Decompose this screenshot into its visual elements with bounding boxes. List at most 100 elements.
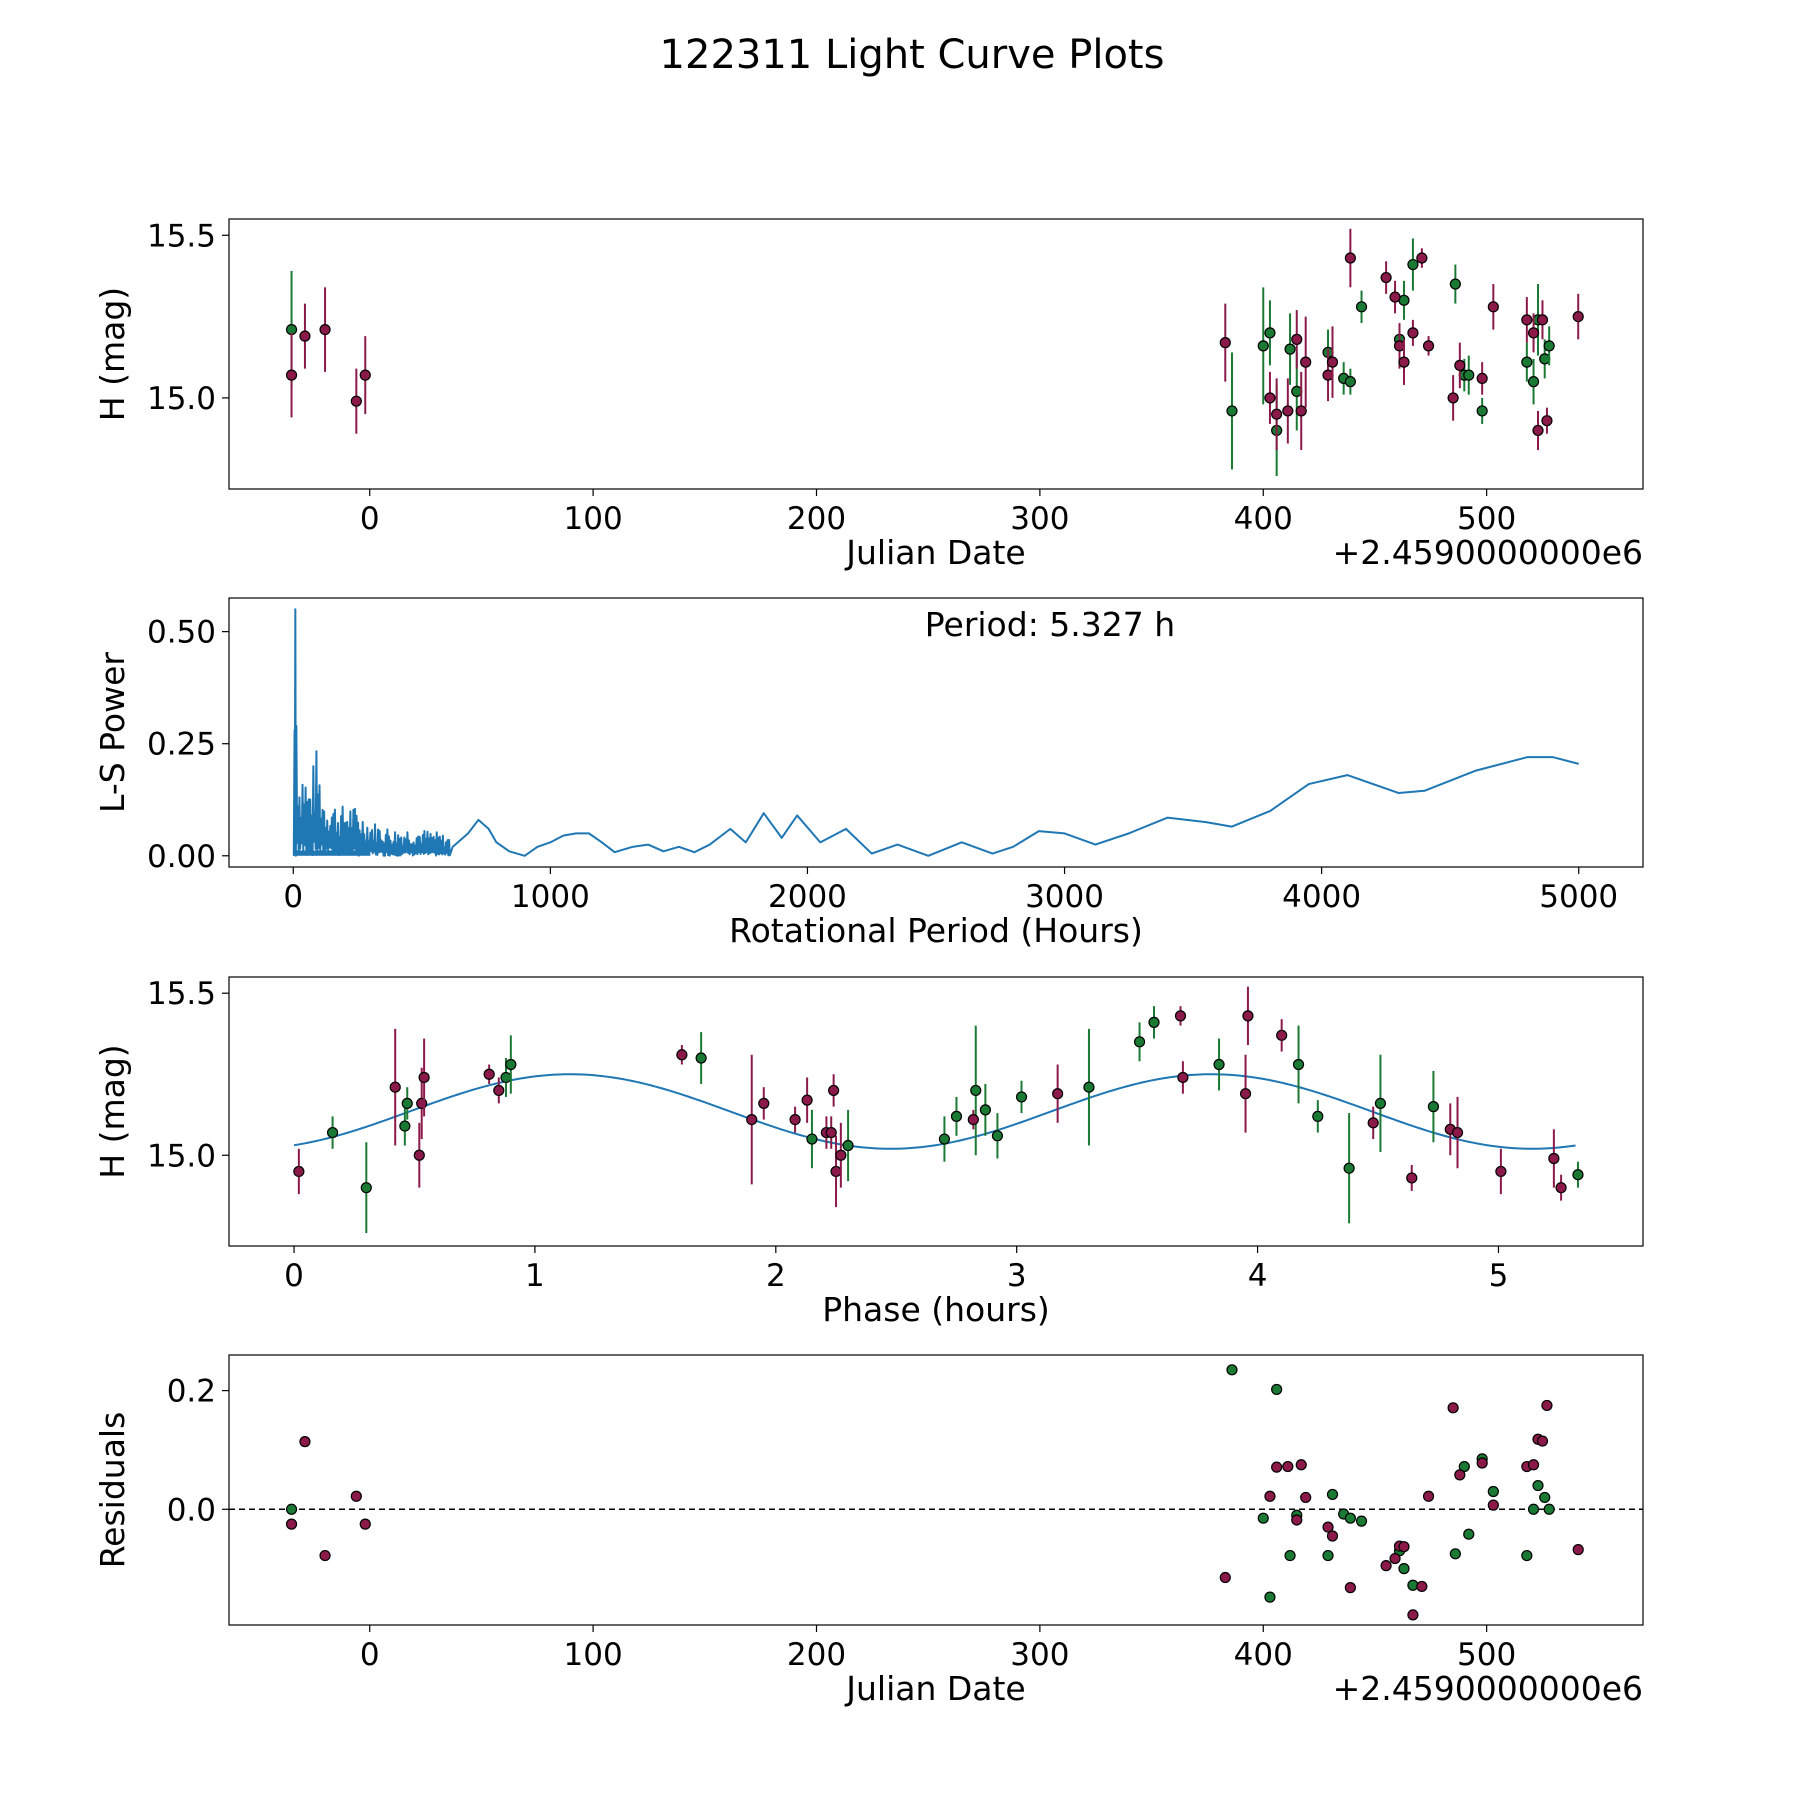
phase-folded-data-point xyxy=(505,1058,517,1071)
light-curve-data-point xyxy=(1527,376,1540,388)
phase-folded-data-point xyxy=(493,1084,505,1097)
phase-folded-data-point xyxy=(1572,1169,1584,1181)
phase-folded-xtick-label: 1 xyxy=(525,1258,545,1294)
residuals-xtick-label: 500 xyxy=(1457,1637,1516,1673)
periodogram-annotation: Period: 5.327 h xyxy=(925,605,1175,644)
light-curve-data-point xyxy=(1264,392,1276,404)
periodogram-xtick-label: 0 xyxy=(283,879,303,915)
residuals-data-point xyxy=(1300,1491,1312,1504)
phase-folded-data-point xyxy=(1174,1010,1187,1022)
residuals-data-point xyxy=(1527,1459,1540,1471)
light-curve-frame xyxy=(228,218,1644,490)
residuals-data-point xyxy=(1282,1460,1294,1473)
residuals-data-point xyxy=(1447,1402,1459,1414)
light-curve-data-point xyxy=(285,369,298,381)
phase-folded-data-point xyxy=(950,1110,963,1122)
phase-folded-data-point xyxy=(1495,1165,1507,1178)
light-curve-data-point xyxy=(1521,314,1533,326)
residuals-data-point xyxy=(1407,1609,1419,1621)
phase-folded-data-point xyxy=(418,1071,430,1084)
residuals-data-point xyxy=(1271,1461,1283,1473)
residuals-ytick-label: 0.0 xyxy=(167,1492,216,1528)
phase-folded-data-point xyxy=(991,1130,1004,1142)
periodogram-xtick-label: 4000 xyxy=(1282,879,1361,915)
light-curve-data-point xyxy=(1454,359,1466,371)
phase-folded-data-point xyxy=(500,1071,512,1084)
phase-folded-series-green xyxy=(326,1006,1584,1234)
light-curve-data-point xyxy=(1344,376,1356,388)
periodogram-xtick-label: 5000 xyxy=(1539,879,1618,915)
residuals-xlabel: Julian Date xyxy=(844,1669,1026,1708)
residuals-data-point xyxy=(1264,1591,1276,1603)
phase-folded-data-point xyxy=(835,1149,847,1161)
phase-folded-ytick-label: 15.0 xyxy=(147,1138,216,1174)
phase-folded-data-point xyxy=(1367,1117,1379,1129)
residuals-data-point xyxy=(1422,1490,1435,1502)
phase-folded-xtick-label: 5 xyxy=(1489,1258,1509,1294)
residuals-data-point xyxy=(319,1549,331,1562)
light-curve-data-point xyxy=(1541,415,1553,427)
residuals-data-point xyxy=(1355,1515,1368,1527)
phase-folded-xtick-label: 4 xyxy=(1248,1258,1268,1294)
light-curve-data-point xyxy=(1271,408,1283,420)
residuals-data-point xyxy=(285,1518,298,1530)
light-curve-data-point xyxy=(1300,356,1312,368)
residuals-data-point xyxy=(1380,1560,1392,1572)
light-curve-data-point xyxy=(1572,310,1584,323)
light-curve-data-point xyxy=(1527,327,1540,339)
light-curve-data-point xyxy=(1264,327,1276,339)
residuals-xtick-label: 200 xyxy=(787,1637,846,1673)
residuals-ytick-label: 0.2 xyxy=(167,1374,216,1410)
residuals-data-point xyxy=(1344,1582,1356,1594)
phase-folded-data-point xyxy=(842,1139,854,1152)
light-curve-plot-area xyxy=(285,228,1584,476)
phase-folded-xtick-label: 0 xyxy=(284,1258,304,1294)
light-curve-data-point xyxy=(1422,340,1435,352)
residuals-data-point xyxy=(1527,1503,1540,1515)
periodogram-xtick-label: 1000 xyxy=(511,879,590,915)
residuals-data-point xyxy=(1326,1530,1339,1542)
phase-folded-data-point xyxy=(1343,1162,1355,1174)
light-curve-data-point xyxy=(1447,392,1459,404)
phase-folded-data-point xyxy=(1555,1182,1567,1194)
periodogram-plot-area xyxy=(292,608,1579,857)
periodogram-ytick-label: 0.00 xyxy=(147,839,216,875)
light-curve-ytick-label: 15.5 xyxy=(147,218,216,254)
residuals-plot-area xyxy=(229,1364,1643,1621)
light-curve-data-point xyxy=(1291,333,1303,345)
light-curve-data-point xyxy=(1295,405,1307,417)
periodogram-ytick-label: 0.50 xyxy=(147,615,216,651)
residuals-data-point xyxy=(1295,1459,1307,1471)
residuals-data-point xyxy=(1487,1499,1499,1511)
light-curve-xtick-label: 400 xyxy=(1234,501,1293,537)
light-curve-data-point xyxy=(1326,356,1339,368)
phase-folded-data-point xyxy=(483,1068,495,1080)
residuals-xtick-label: 400 xyxy=(1234,1637,1293,1673)
light-curve-data-point xyxy=(1476,405,1488,417)
phase-folded-xtick-label: 3 xyxy=(1007,1258,1027,1294)
phase-folded-data-point xyxy=(676,1049,688,1061)
light-curve-xtick-label: 100 xyxy=(564,501,623,537)
light-curve-xtick-label: 300 xyxy=(1010,501,1069,537)
phase-folded-data-point xyxy=(828,1084,840,1097)
light-curve-data-point xyxy=(1380,271,1392,284)
phase-folded-data-point xyxy=(401,1097,413,1109)
residuals-xtick-label: 300 xyxy=(1010,1637,1069,1673)
phase-folded-data-point xyxy=(1292,1058,1305,1071)
phase-folded-data-point xyxy=(413,1149,425,1161)
phase-folded-frame xyxy=(228,976,1644,1247)
phase-folded-series-maroon xyxy=(293,986,1567,1208)
light-curve-data-point xyxy=(1226,405,1238,417)
phase-folded-data-point xyxy=(1427,1101,1440,1113)
phase-folded-panel: 0 1 2 3 4 5 15.0 15.5 Phase (hours) H (mag) xyxy=(93,976,1644,1329)
light-curve-data-point xyxy=(1487,301,1499,313)
light-curve-xtick-label: 200 xyxy=(787,501,846,537)
light-curve-data-point xyxy=(1536,314,1549,326)
phase-folded-data-point xyxy=(825,1126,837,1139)
residuals-offset-text: +2.4590000000e6 xyxy=(1333,1669,1643,1708)
phase-folded-data-point xyxy=(979,1104,991,1116)
light-curve-data-point xyxy=(319,324,331,336)
periodogram-line xyxy=(292,608,1579,857)
